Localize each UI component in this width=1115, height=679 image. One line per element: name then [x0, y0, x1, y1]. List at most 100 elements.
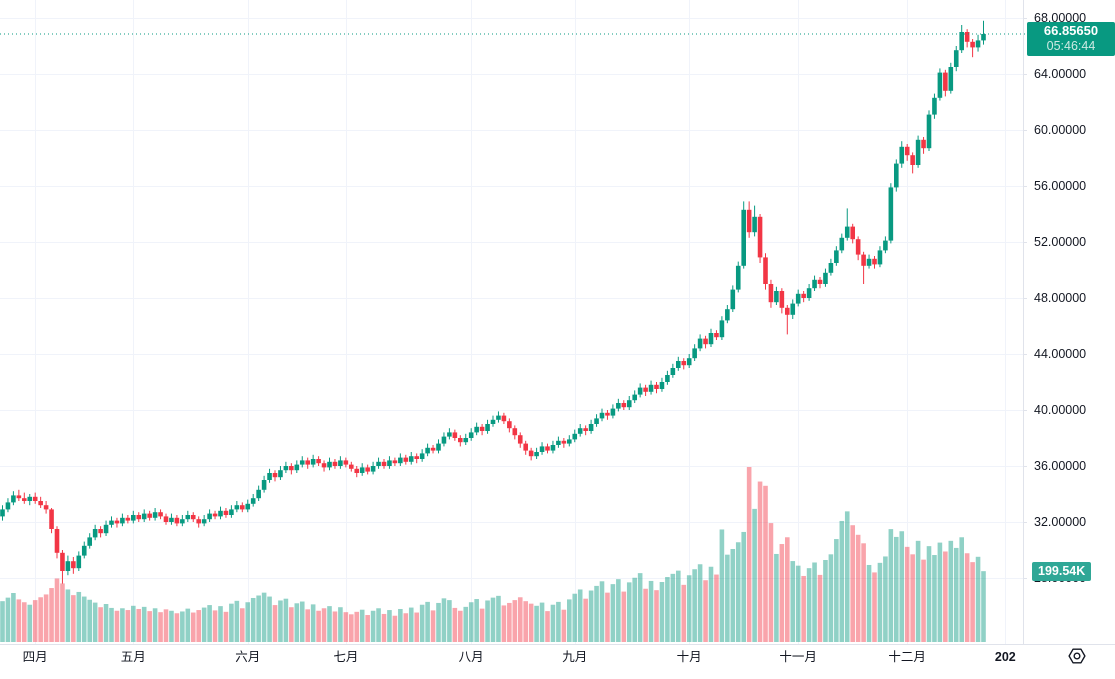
candle-body [937, 72, 943, 98]
candle-body [921, 139, 926, 149]
volume-bar [850, 525, 855, 642]
volume-bar [131, 605, 136, 642]
volume-bar [943, 551, 948, 642]
price-tick-label: 64.00000 [1034, 67, 1087, 81]
volume-bar [681, 584, 687, 642]
candle-body [398, 457, 403, 464]
candle-body [240, 505, 245, 510]
candle-body [708, 333, 714, 345]
time-tick-label: 七月 [333, 650, 359, 664]
candle-body [125, 517, 131, 521]
candle-body [681, 361, 687, 366]
candle-body [229, 509, 234, 515]
candle-body [768, 284, 774, 303]
volume-bar [0, 601, 5, 642]
candle-body [676, 361, 681, 368]
bar-countdown: 05:46:44 [1046, 39, 1096, 53]
volume-bar [550, 604, 556, 642]
candle-body [588, 424, 594, 431]
candle-body [948, 67, 954, 91]
candle-body [692, 348, 697, 359]
volume-bar [883, 556, 888, 642]
volume-bar [855, 534, 861, 642]
candle-body [643, 387, 648, 392]
volume-bar [343, 612, 349, 642]
candle-body [218, 510, 223, 517]
candle-body [932, 97, 937, 115]
candle-body [561, 440, 567, 444]
volume-bar [583, 598, 588, 642]
candle-body [359, 467, 365, 473]
candle-body [981, 34, 986, 41]
volume-bar [730, 548, 736, 642]
candle-body [752, 216, 757, 233]
candle-body [414, 456, 419, 459]
volume-bar [408, 607, 414, 642]
candle-body [834, 250, 839, 263]
volume-bar [32, 600, 38, 642]
volume-bar [27, 604, 33, 642]
volume-bar [60, 583, 65, 642]
volume-bar [621, 591, 627, 642]
volume-bar [806, 568, 812, 642]
candle-body [71, 561, 76, 569]
candle-body [425, 447, 430, 454]
volume-bar [501, 605, 507, 642]
candle-body [54, 529, 60, 553]
volume-bar [436, 602, 441, 642]
candle-body [109, 520, 114, 525]
candle-body [261, 480, 267, 490]
volume-bar [92, 602, 98, 643]
volume-bar [801, 575, 806, 642]
candle-body [774, 291, 779, 303]
candle-body [354, 468, 360, 473]
volume-bar [588, 590, 594, 642]
volume-bar [109, 607, 114, 642]
settings-gear-icon[interactable] [1064, 643, 1090, 669]
candle-body [141, 513, 147, 520]
candle-body [795, 293, 801, 304]
candle-body [746, 209, 752, 233]
volume-bar [828, 554, 834, 643]
candle-body [517, 435, 523, 444]
volume-bar [120, 608, 125, 642]
candle-body [27, 496, 33, 501]
candle-body [283, 466, 289, 471]
volume-bar [354, 611, 360, 642]
volume-bar [250, 597, 256, 642]
volume-bar [190, 612, 196, 642]
candle-body [447, 432, 452, 437]
volume-bar [894, 536, 899, 642]
price-tick-label: 60.00000 [1034, 123, 1087, 137]
volume-bar [577, 589, 583, 642]
volume-bar [332, 611, 338, 642]
volume-bar [561, 609, 567, 642]
candle-body [599, 412, 605, 419]
candle-body [430, 447, 436, 451]
candle-body [349, 464, 354, 469]
candle-body [539, 446, 545, 452]
volume-bar [648, 580, 654, 642]
volume-bar [256, 595, 261, 642]
candle-body [468, 432, 474, 438]
volume-bar [937, 542, 943, 642]
candle-body [196, 519, 201, 524]
candle-body [485, 424, 490, 431]
candle-body [381, 461, 387, 466]
candle-body [953, 50, 959, 67]
candle-body [474, 426, 479, 433]
volume-bar [299, 601, 305, 642]
candle-body [567, 439, 572, 444]
volume-bar [779, 544, 785, 642]
volume-bar [746, 466, 752, 642]
volume-bar [975, 556, 981, 642]
volume-bar [812, 562, 817, 642]
volume-bar [359, 609, 365, 642]
volume-bar [643, 588, 648, 642]
candle-body [556, 440, 561, 445]
volume-bar [441, 598, 447, 642]
volume-bar [763, 485, 768, 642]
volume-bar [5, 597, 11, 643]
volume-bar [556, 601, 561, 642]
